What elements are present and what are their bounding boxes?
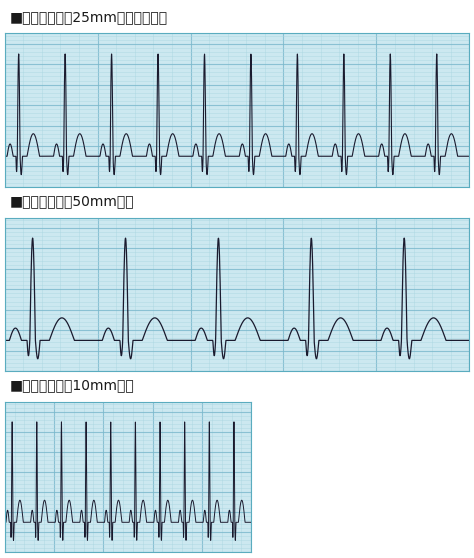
Text: ■紙送り速度　10mm／秒: ■紙送り速度 10mm／秒 [9,378,134,392]
Text: ■紙送り速度　25mm／秒（通常）: ■紙送り速度 25mm／秒（通常） [9,10,167,24]
Text: ■紙送り速度　50mm／秒: ■紙送り速度 50mm／秒 [9,194,134,208]
